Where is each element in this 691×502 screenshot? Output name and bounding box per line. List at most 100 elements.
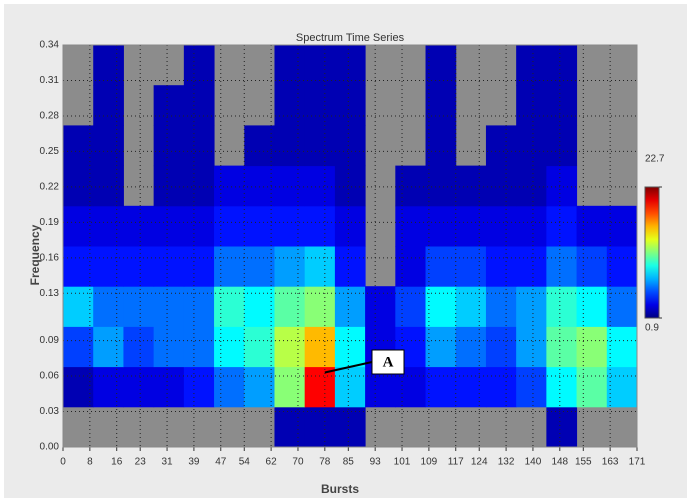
heat-cell: [123, 205, 155, 247]
heat-cell: [244, 246, 275, 287]
heat-cell: [304, 326, 336, 368]
heat-cell: [274, 366, 306, 408]
heat-cell: [214, 366, 245, 408]
heat-cell: [93, 125, 124, 167]
heat-cell: [274, 406, 306, 448]
x-tick-label: 140: [525, 457, 542, 468]
heat-cell: [274, 45, 306, 86]
heat-cell: [274, 125, 306, 167]
x-tick-label: 101: [394, 457, 411, 468]
heat-cell: [395, 286, 427, 327]
heat-cell: [183, 45, 215, 86]
x-tick-label: 62: [266, 457, 278, 468]
heat-cell: [304, 246, 336, 287]
heat-cell: [274, 85, 306, 126]
heat-cell: [516, 205, 547, 247]
heat-cell: [425, 85, 457, 126]
heat-cell: [93, 205, 124, 247]
heat-cell: [576, 205, 608, 247]
heat-cell: [304, 406, 336, 448]
plot-frame: [62, 44, 638, 448]
y-tick-label: 0.34: [40, 40, 60, 51]
heat-cell: [576, 326, 608, 368]
heat-cell: [425, 366, 457, 408]
x-tick-label: 171: [629, 457, 646, 468]
heat-cell: [425, 286, 457, 327]
x-tick-label: 132: [498, 457, 515, 468]
heat-cell: [183, 205, 215, 247]
heat-cell: [425, 165, 457, 207]
heat-cell: [455, 286, 487, 327]
heat-cell: [153, 165, 185, 207]
heat-cell: [93, 286, 124, 327]
heat-cell: [455, 366, 487, 408]
x-tick-label: 0: [60, 457, 66, 468]
x-tick-label: 155: [575, 457, 592, 468]
heat-cell: [485, 165, 517, 207]
heat-cell: [455, 246, 487, 287]
heat-cell: [304, 85, 336, 126]
heat-cell: [153, 326, 185, 368]
heat-cell: [63, 326, 94, 368]
heat-cell: [485, 286, 517, 327]
heat-cell: [546, 366, 578, 408]
heat-cell: [244, 326, 275, 368]
x-tick-label: 54: [239, 457, 251, 468]
heat-cell: [183, 165, 215, 207]
heat-cell: [334, 326, 366, 368]
y-axis-title: Frequency: [28, 224, 42, 285]
heat-cell: [244, 165, 275, 207]
heat-cell: [214, 205, 245, 247]
heat-cell: [153, 205, 185, 247]
heat-cell: [334, 205, 366, 247]
y-tick-label: 0.25: [40, 146, 60, 157]
heat-cell: [183, 366, 215, 408]
heat-cell: [334, 165, 366, 207]
x-tick-label: 39: [188, 457, 200, 468]
colorbar-tick-label: 22.7: [645, 154, 665, 165]
heat-cell: [516, 326, 547, 368]
heat-cell: [546, 85, 578, 126]
heat-cell: [63, 165, 94, 207]
x-tick-label: 8: [87, 457, 93, 468]
heat-cell: [546, 205, 578, 247]
heat-cell: [334, 45, 366, 86]
heat-cell: [546, 165, 578, 207]
heat-cell: [214, 246, 245, 287]
heat-cell: [606, 246, 638, 287]
heat-cell: [606, 286, 638, 327]
heat-cell: [516, 125, 547, 167]
annotation-box: [371, 349, 405, 375]
heat-cell: [546, 246, 578, 287]
heat-cell: [334, 366, 366, 408]
y-tick-label: 0.16: [40, 252, 60, 263]
heat-cell: [244, 125, 275, 167]
heat-cell: [123, 246, 155, 287]
heat-cell: [516, 85, 547, 126]
heat-cell: [93, 366, 124, 408]
heat-cell: [485, 366, 517, 408]
y-tick-label: 0.00: [40, 442, 60, 453]
x-tick-label: 78: [319, 457, 331, 468]
x-tick-label: 16: [111, 457, 123, 468]
heat-cell: [123, 366, 155, 408]
heat-cell: [395, 165, 427, 207]
heat-cell: [455, 326, 487, 368]
heat-cell: [485, 125, 517, 167]
heat-cell: [576, 366, 608, 408]
x-tick-label: 148: [551, 457, 568, 468]
annotation-label: A: [383, 354, 394, 370]
heat-cell: [93, 326, 124, 368]
x-tick-label: 117: [448, 457, 464, 468]
heat-cell: [425, 246, 457, 287]
heat-cell: [244, 366, 275, 408]
heat-cell: [63, 125, 94, 167]
heat-cell: [304, 45, 336, 86]
heat-cell: [304, 286, 336, 327]
heat-cell: [153, 366, 185, 408]
heat-cell: [274, 205, 306, 247]
heat-cell: [516, 366, 547, 408]
annotation-arrow: [324, 361, 373, 374]
chart-title: Spectrum Time Series: [296, 32, 405, 44]
